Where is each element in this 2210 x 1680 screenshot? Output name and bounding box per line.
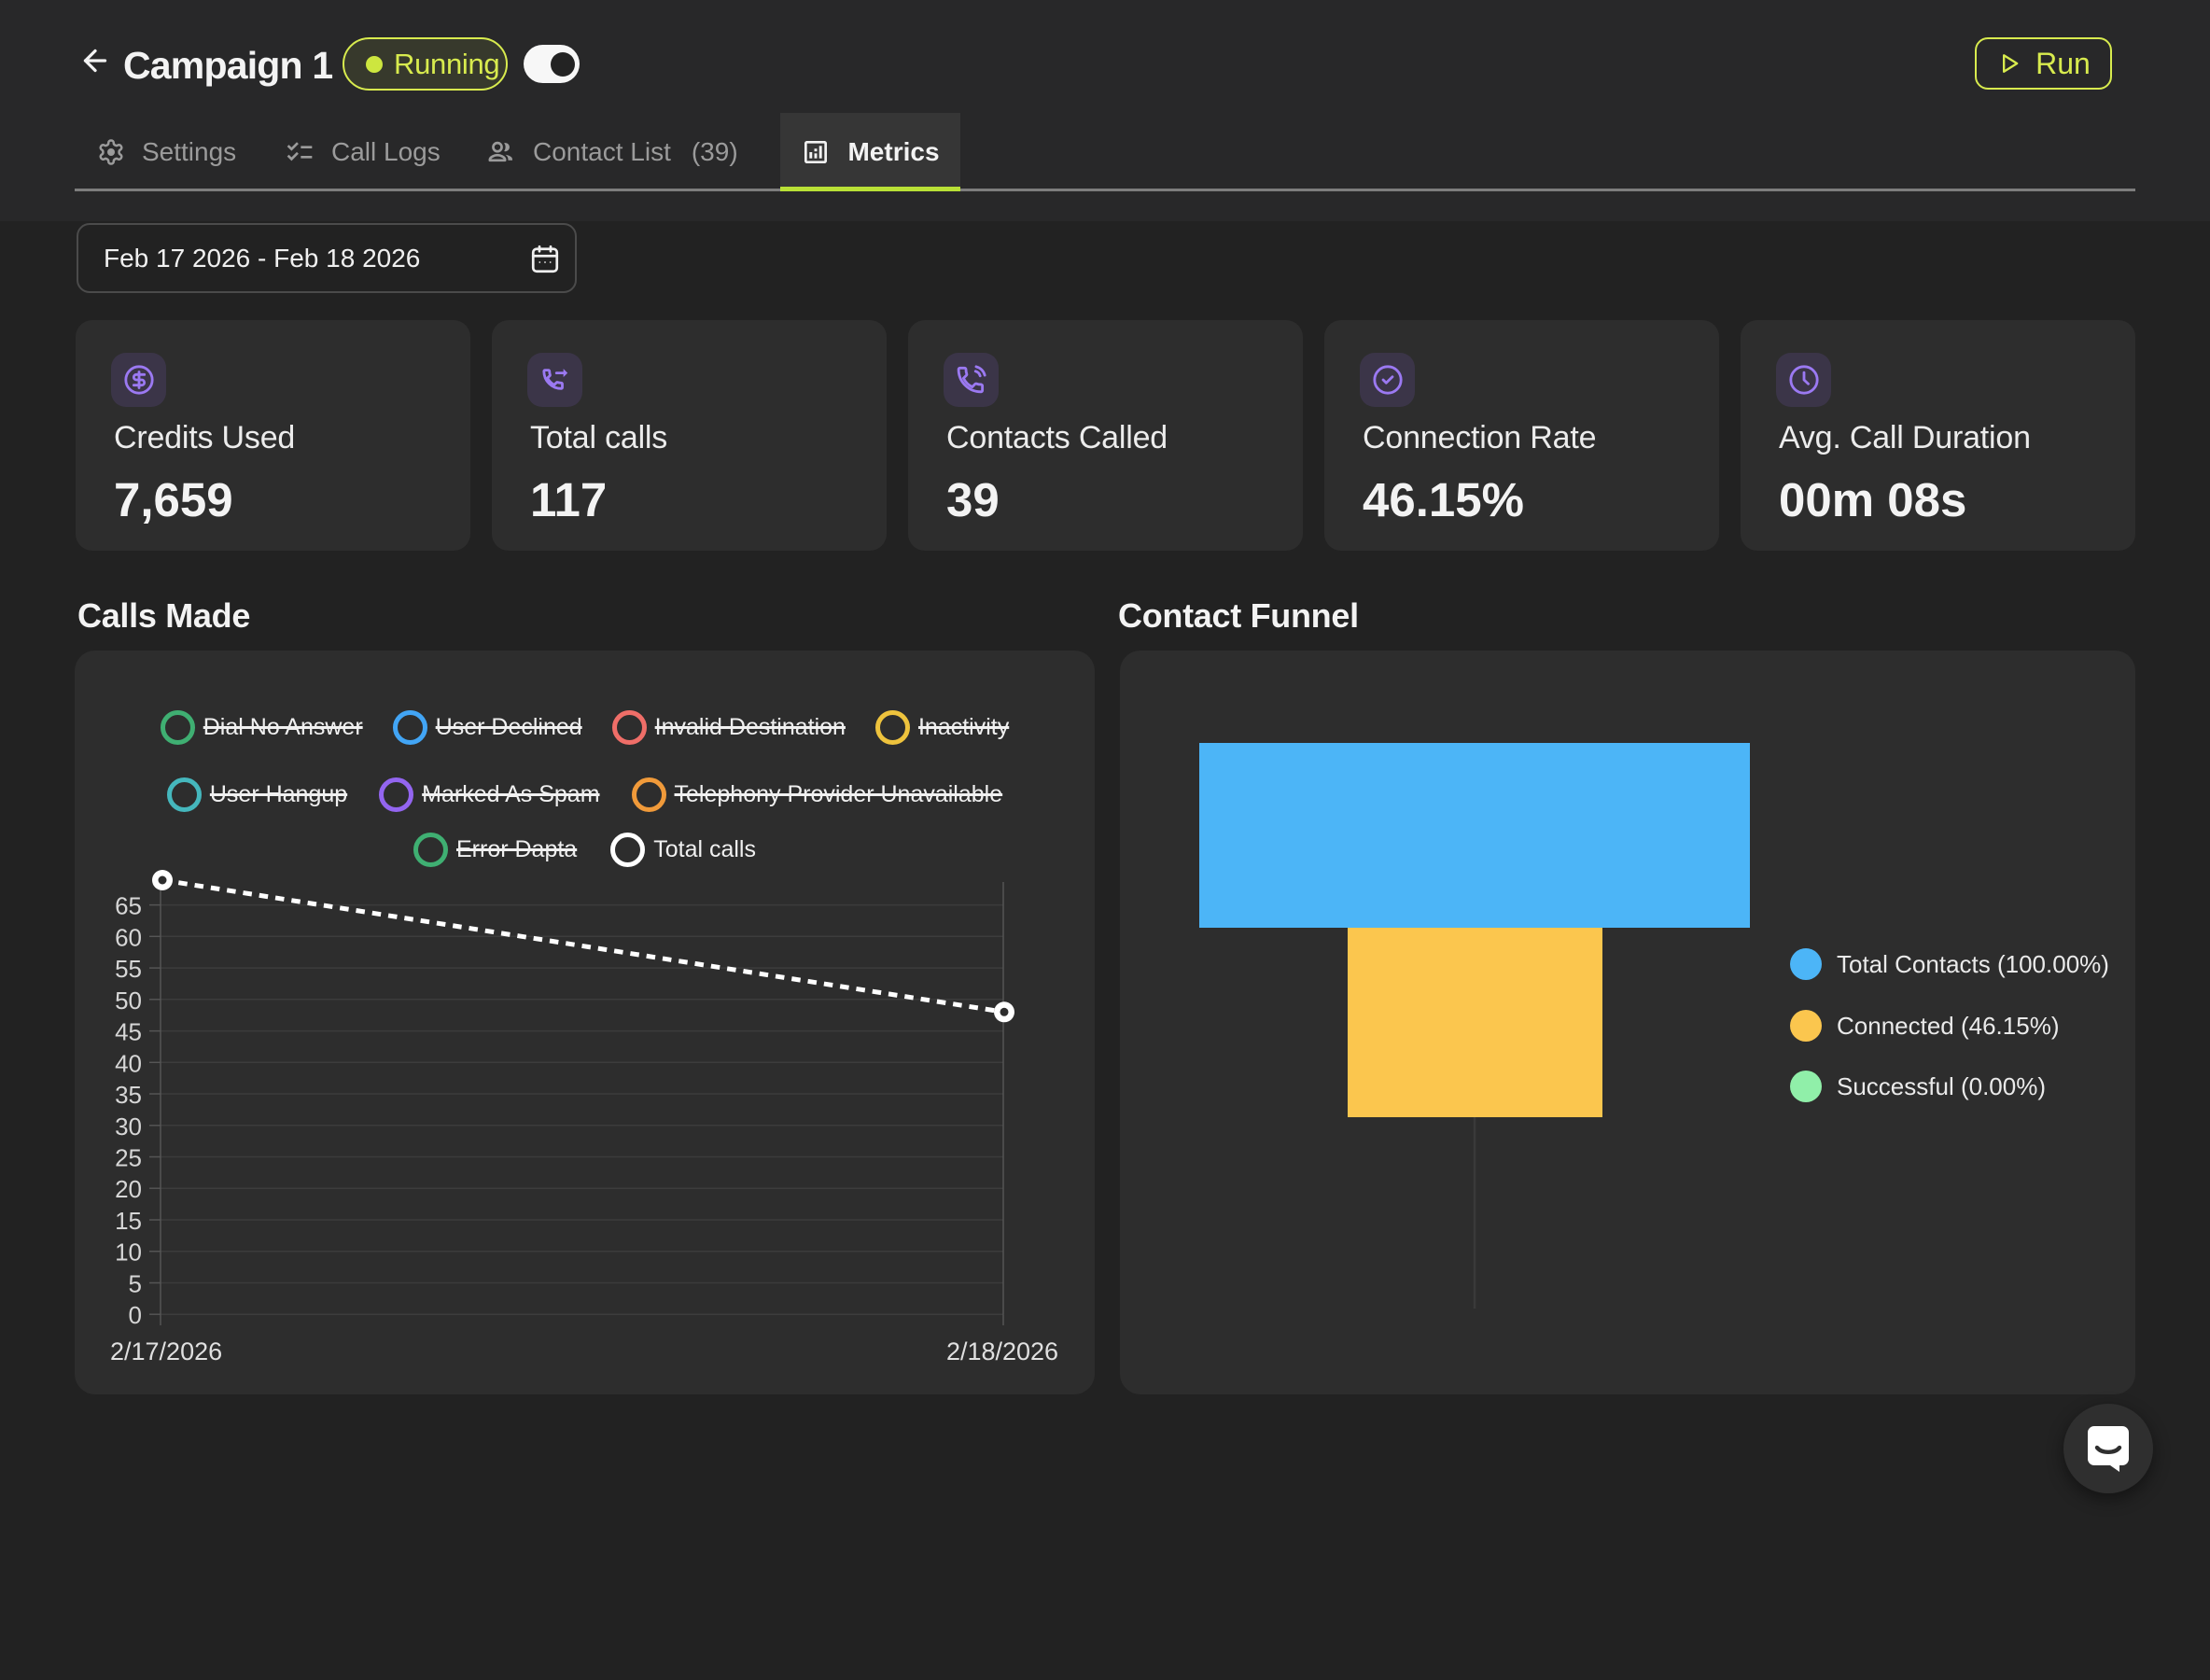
svg-text:2/18/2026: 2/18/2026 (946, 1337, 1058, 1365)
svg-text:15: 15 (115, 1207, 142, 1235)
svg-text:50: 50 (115, 987, 142, 1015)
svg-text:30: 30 (115, 1113, 142, 1141)
svg-text:10: 10 (115, 1239, 142, 1267)
svg-text:0: 0 (129, 1301, 142, 1329)
svg-text:65: 65 (115, 892, 142, 920)
svg-text:5: 5 (129, 1270, 142, 1298)
svg-text:40: 40 (115, 1049, 142, 1077)
svg-text:2/17/2026: 2/17/2026 (110, 1337, 222, 1365)
svg-text:60: 60 (115, 923, 142, 951)
svg-text:55: 55 (115, 955, 142, 983)
svg-text:20: 20 (115, 1175, 142, 1203)
svg-text:45: 45 (115, 1018, 142, 1046)
svg-text:35: 35 (115, 1081, 142, 1109)
svg-text:25: 25 (115, 1144, 142, 1172)
